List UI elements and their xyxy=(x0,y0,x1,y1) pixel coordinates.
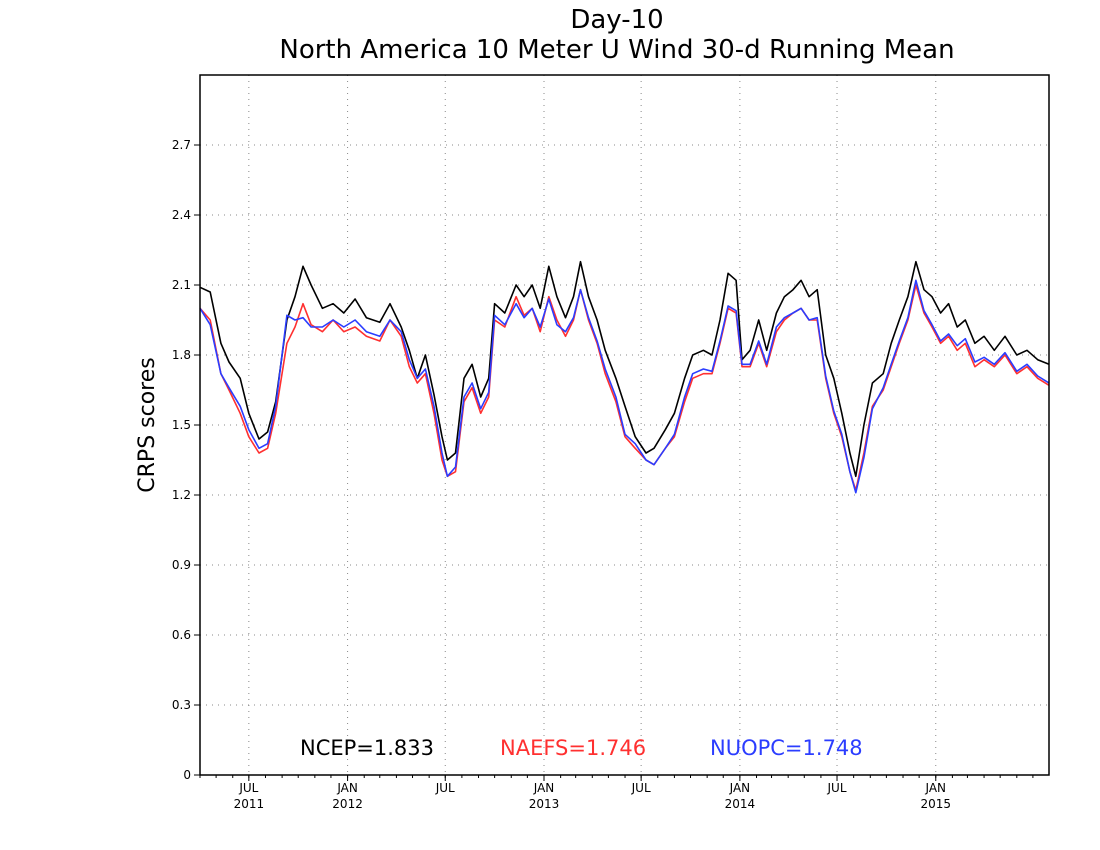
plot-frame xyxy=(199,74,1050,776)
y-tick-label: 2.1 xyxy=(172,278,191,292)
legend-naefs: NAEFS=1.746 xyxy=(500,736,646,760)
x-tick-label-month: JUL xyxy=(827,781,847,795)
x-tick-label-year: 2015 xyxy=(920,797,951,811)
x-tick-label-month: JUL xyxy=(631,781,651,795)
y-tick-label: 0 xyxy=(183,768,191,782)
x-tick-label-month: JUL xyxy=(435,781,455,795)
x-tick-label-month: JAN xyxy=(925,781,947,795)
y-tick-label: 1.2 xyxy=(172,488,191,502)
series-lines xyxy=(199,260,1050,494)
series-line-nuopc xyxy=(199,279,1050,494)
y-tick-label: 2.4 xyxy=(172,208,191,222)
y-tick-label: 0.6 xyxy=(172,628,191,642)
grid-lines xyxy=(200,75,1049,775)
series-line-ncep xyxy=(199,260,1050,478)
y-tick-label: 1.8 xyxy=(172,348,191,362)
x-tick-label-year: 2014 xyxy=(725,797,756,811)
x-tick-label-year: 2013 xyxy=(529,797,560,811)
x-tick-label-month: JAN xyxy=(336,781,358,795)
axes: 0 0.3 0.6 0.9 1.2 1.5 1.8 2.1 2.4 2.7 JUL 2011 JAN 20… xyxy=(172,138,1034,811)
y-tick-label: 2.7 xyxy=(172,138,191,152)
legend: NCEP=1.833 NAEFS=1.746 NUOPC=1.748 xyxy=(300,736,863,760)
x-tick-label-month: JAN xyxy=(533,781,555,795)
y-axis-label: CRPS scores xyxy=(135,357,160,492)
y-tick-label: 1.5 xyxy=(172,418,191,432)
chart-title: Day-10 xyxy=(570,5,663,35)
x-tick-label-year: 2011 xyxy=(234,797,265,811)
x-tick-label-month: JAN xyxy=(729,781,751,795)
legend-ncep: NCEP=1.833 xyxy=(300,736,434,760)
y-tick-label: 0.9 xyxy=(172,558,191,572)
y-tick-label: 0.3 xyxy=(172,698,191,712)
series-line-naefs xyxy=(199,284,1050,492)
x-tick-label-month: JUL xyxy=(238,781,258,795)
chart-subtitle: North America 10 Meter U Wind 30-d Runni… xyxy=(279,35,954,65)
x-tick-label-year: 2012 xyxy=(332,797,363,811)
legend-nuopc: NUOPC=1.748 xyxy=(710,736,863,760)
